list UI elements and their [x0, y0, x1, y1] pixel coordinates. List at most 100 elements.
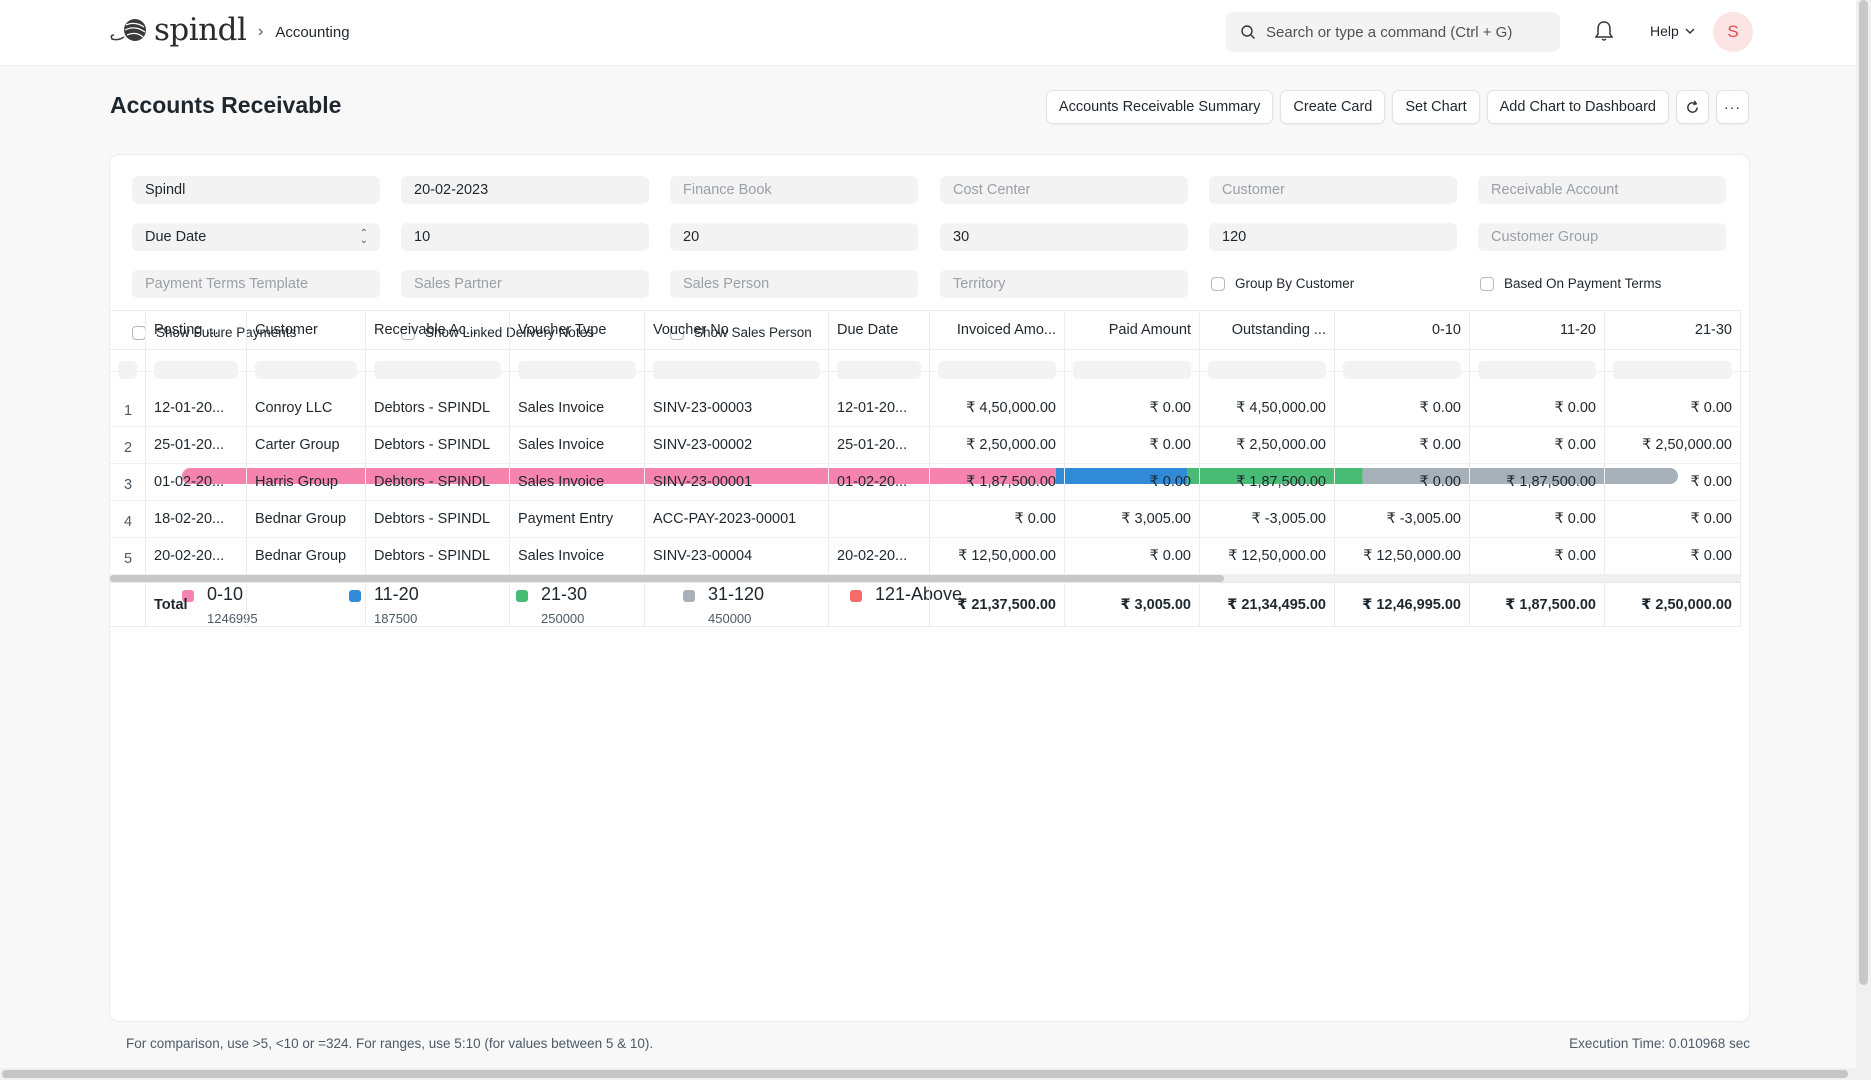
table-row[interactable]: 3 01-02-20... Harris Group Debtors - SPINDL…: [110, 464, 1741, 501]
add-chart-to-dashboard-button[interactable]: Add Chart to Dashboard: [1486, 90, 1669, 124]
column-filter-input[interactable]: [374, 361, 501, 379]
bar-segment-0-10[interactable]: [182, 468, 1056, 484]
customer-filter[interactable]: Customer: [1209, 176, 1457, 204]
total-cell: ₹ 21,37,500.00: [930, 583, 1065, 626]
column-filter-input[interactable]: [837, 361, 921, 379]
table-row[interactable]: 2 25-01-20... Carter Group Debtors - SPINDL…: [110, 427, 1741, 464]
column-header[interactable]: Posting ...: [146, 311, 247, 349]
column-filter-input[interactable]: [518, 361, 636, 379]
column-filter-input[interactable]: [154, 361, 238, 379]
search-bar[interactable]: Search or type a command (Ctrl + G): [1226, 12, 1560, 52]
column-filter-cell: [110, 350, 146, 390]
range1-filter[interactable]: 10: [401, 223, 649, 251]
receivable-account-filter[interactable]: Receivable Account: [1478, 176, 1726, 204]
table-cell: SINV-23-00002: [645, 427, 829, 463]
legend-label: 0-10: [207, 584, 244, 604]
group-by-customer-checkbox[interactable]: Group By Customer: [1211, 276, 1354, 291]
column-header[interactable]: Voucher Type: [510, 311, 645, 349]
show-future-payments-checkbox[interactable]: Show Future Payments: [132, 325, 296, 340]
column-filter-input[interactable]: [1343, 361, 1461, 379]
show-sales-person-label: Show Sales Person: [694, 325, 812, 340]
table-cell: ₹ 0.00: [1605, 538, 1741, 574]
column-filter-input[interactable]: [1613, 361, 1732, 379]
table-cell: Debtors - SPINDL: [366, 464, 510, 500]
range4-filter[interactable]: 120: [1209, 223, 1457, 251]
column-filter-input[interactable]: [653, 361, 820, 379]
page-horizontal-scrollbar-thumb[interactable]: [2, 1070, 1848, 1078]
page-vertical-scrollbar[interactable]: [1856, 0, 1871, 1080]
column-header[interactable]: Voucher No: [645, 311, 829, 349]
column-header[interactable]: 11-20: [1470, 311, 1605, 349]
report-date-filter[interactable]: 20-02-2023: [401, 176, 649, 204]
table-cell: 25-01-20...: [146, 427, 247, 463]
page-actions: Accounts Receivable Summary Create Card …: [1045, 90, 1749, 124]
bar-segment-11-20[interactable]: [1055, 468, 1188, 484]
sales-partner-filter[interactable]: Sales Partner: [401, 270, 649, 298]
legend-label: 31-120: [708, 584, 765, 604]
help-dropdown[interactable]: Help: [1650, 23, 1695, 39]
column-filter-input[interactable]: [118, 361, 137, 379]
cost-center-filter[interactable]: Cost Center: [940, 176, 1188, 204]
accounts-receivable-summary-button[interactable]: Accounts Receivable Summary: [1045, 90, 1274, 124]
brand-name: spindl: [154, 12, 247, 48]
legend-swatch: [516, 590, 528, 602]
table-scrollbar-thumb[interactable]: [110, 575, 1224, 582]
column-filter-input[interactable]: [255, 361, 357, 379]
column-filter-input[interactable]: [1073, 361, 1191, 379]
show-sales-person-checkbox[interactable]: Show Sales Person: [670, 325, 812, 340]
page-vertical-scrollbar-thumb[interactable]: [1859, 0, 1868, 985]
column-header[interactable]: Outstanding ...: [1200, 311, 1335, 349]
table-cell: Conroy LLC: [247, 390, 366, 426]
customer-group-filter[interactable]: Customer Group: [1478, 223, 1726, 251]
set-chart-button[interactable]: Set Chart: [1392, 90, 1480, 124]
avatar[interactable]: S: [1713, 12, 1753, 52]
breadcrumb-accounting[interactable]: Accounting: [275, 23, 350, 41]
table-row[interactable]: 4 18-02-20... Bednar Group Debtors - SPINDL…: [110, 501, 1741, 538]
column-filter-input[interactable]: [1208, 361, 1326, 379]
column-filter-input[interactable]: [1478, 361, 1596, 379]
help-label: Help: [1650, 23, 1679, 39]
column-filter-cell: [829, 350, 930, 390]
column-filter-cell: [510, 350, 645, 390]
notification-bell-icon[interactable]: [1594, 20, 1616, 44]
ageing-based-on-select[interactable]: Due Date ⌃ ⌄: [132, 223, 380, 251]
column-header[interactable]: Receivable Ac...: [366, 311, 510, 349]
total-cell: ₹ 12,46,995.00: [1335, 583, 1470, 626]
range2-filter[interactable]: 20: [670, 223, 918, 251]
legend-swatch: [850, 590, 862, 602]
table-cell: ₹ 0.00: [1335, 427, 1470, 463]
range3-filter[interactable]: 30: [940, 223, 1188, 251]
based-on-payment-terms-checkbox[interactable]: Based On Payment Terms: [1480, 276, 1661, 291]
column-header[interactable]: Customer: [247, 311, 366, 349]
app-logo[interactable]: spindl: [110, 12, 247, 48]
refresh-button[interactable]: [1676, 90, 1709, 124]
table-cell: [829, 501, 930, 537]
table-row[interactable]: 1 12-01-20... Conroy LLC Debtors - SPINDL Sa…: [110, 390, 1741, 427]
finance-book-filter[interactable]: Finance Book: [670, 176, 918, 204]
create-card-button[interactable]: Create Card: [1280, 90, 1386, 124]
column-header[interactable]: Paid Amount: [1065, 311, 1200, 349]
bar-segment-31-120[interactable]: [1362, 468, 1678, 484]
table-row[interactable]: 5 20-02-20... Bednar Group Debtors - SPINDL…: [110, 538, 1741, 575]
payment-terms-template-filter[interactable]: Payment Terms Template: [132, 270, 380, 298]
bar-segment-21-30[interactable]: [1187, 468, 1363, 484]
column-header[interactable]: 21-30: [1605, 311, 1741, 349]
company-filter[interactable]: Spindl: [132, 176, 380, 204]
more-options-button[interactable]: ···: [1716, 90, 1749, 124]
total-cell: [645, 583, 829, 626]
table-cell: ₹ 0.00: [1065, 427, 1200, 463]
table-cell: ₹ 0.00: [1605, 390, 1741, 426]
table-cell: ₹ 1,87,500.00: [1200, 464, 1335, 500]
legend-label: 21-30: [541, 584, 588, 604]
column-filter-input[interactable]: [938, 361, 1056, 379]
table-cell: 25-01-20...: [829, 427, 930, 463]
sales-person-filter[interactable]: Sales Person: [670, 270, 918, 298]
table-horizontal-scrollbar[interactable]: [110, 575, 1741, 582]
page-horizontal-scrollbar[interactable]: [0, 1068, 1856, 1080]
column-header[interactable]: Invoiced Amo...: [930, 311, 1065, 349]
table-cell: SINV-23-00003: [645, 390, 829, 426]
column-header[interactable]: 0-10: [1335, 311, 1470, 349]
checkbox-box: [670, 325, 684, 340]
column-header[interactable]: Due Date: [829, 311, 930, 349]
territory-filter[interactable]: Territory: [940, 270, 1188, 298]
